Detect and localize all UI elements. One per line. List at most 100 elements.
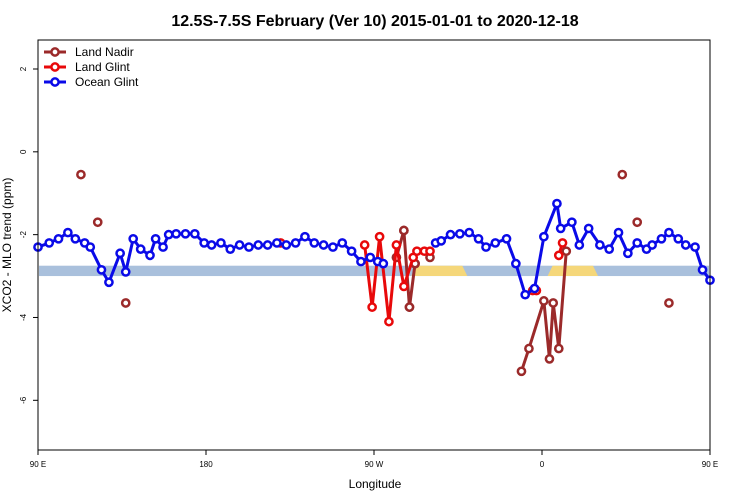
data-point bbox=[281, 240, 292, 250]
data-point bbox=[367, 302, 377, 312]
legend-item: Land Glint bbox=[44, 60, 130, 74]
band-highlight bbox=[547, 265, 598, 277]
plot-series bbox=[33, 169, 715, 377]
data-point bbox=[234, 240, 245, 250]
data-point bbox=[553, 343, 564, 354]
x-axis-label: Longitude bbox=[349, 477, 402, 491]
data-point bbox=[318, 240, 329, 250]
data-point bbox=[464, 227, 475, 238]
data-point bbox=[555, 223, 566, 234]
data-point bbox=[404, 302, 415, 312]
data-point bbox=[53, 233, 64, 244]
data-point bbox=[697, 264, 708, 275]
data-point bbox=[574, 240, 585, 250]
x-tick-label: 90 E bbox=[30, 460, 46, 469]
data-point bbox=[225, 244, 236, 254]
data-point bbox=[664, 227, 674, 238]
data-point bbox=[445, 229, 456, 240]
data-point bbox=[374, 231, 385, 242]
data-point bbox=[163, 229, 174, 240]
data-point bbox=[365, 252, 376, 263]
data-point bbox=[673, 233, 684, 244]
y-axis-label: XCO2 - MLO trend (ppm) bbox=[0, 178, 14, 313]
data-point bbox=[189, 228, 200, 239]
y-tick-label: -4 bbox=[19, 313, 28, 321]
band-highlight bbox=[411, 265, 468, 277]
data-point bbox=[104, 277, 114, 288]
x-axis-ticks: 90 E 180 90 W 0 90 E bbox=[30, 450, 718, 469]
data-point bbox=[92, 217, 103, 228]
y-tick-label: -6 bbox=[19, 396, 28, 404]
y-tick-label: -2 bbox=[19, 231, 28, 239]
data-point bbox=[524, 343, 534, 354]
reference-band bbox=[39, 265, 709, 277]
data-point bbox=[120, 298, 131, 308]
data-point bbox=[632, 217, 643, 228]
data-point bbox=[455, 228, 465, 239]
legend-marker bbox=[50, 47, 60, 57]
legend-item: Land Nadir bbox=[44, 45, 134, 59]
data-point bbox=[135, 244, 146, 254]
data-point bbox=[158, 242, 168, 252]
data-point bbox=[425, 246, 435, 257]
legend-marker bbox=[50, 77, 60, 87]
legend-label: Land Glint bbox=[75, 60, 130, 74]
x-tick-label: 0 bbox=[540, 460, 545, 469]
data-point bbox=[391, 240, 402, 250]
data-point bbox=[171, 228, 181, 239]
legend-item: Ocean Glint bbox=[44, 75, 139, 89]
x-tick-label: 90 W bbox=[365, 460, 384, 469]
data-point bbox=[604, 244, 615, 254]
data-point bbox=[356, 256, 366, 267]
data-point bbox=[399, 225, 409, 236]
data-point bbox=[520, 289, 531, 300]
legend-label: Land Nadir bbox=[75, 45, 134, 59]
data-point bbox=[145, 250, 155, 261]
data-point bbox=[272, 238, 282, 248]
data-point bbox=[595, 240, 605, 250]
data-point bbox=[206, 240, 217, 250]
data-point bbox=[557, 238, 568, 248]
data-point bbox=[44, 238, 55, 248]
data-point bbox=[544, 354, 555, 364]
data-point bbox=[511, 258, 521, 269]
data-point bbox=[399, 281, 409, 292]
data-point bbox=[617, 169, 628, 180]
data-point bbox=[384, 316, 394, 327]
series-ocean-glint bbox=[33, 198, 715, 300]
data-point bbox=[359, 240, 370, 250]
data-point bbox=[180, 228, 191, 239]
data-point bbox=[436, 236, 447, 246]
data-point bbox=[309, 238, 320, 248]
data-point bbox=[378, 258, 389, 269]
data-point bbox=[473, 233, 484, 244]
x-tick-label: 90 E bbox=[702, 460, 718, 469]
y-axis-ticks: 2 0 -2 -4 -6 bbox=[19, 66, 38, 404]
data-point bbox=[290, 238, 301, 248]
data-point bbox=[529, 283, 540, 294]
data-point bbox=[150, 233, 161, 244]
data-point bbox=[490, 238, 501, 248]
data-point bbox=[253, 240, 264, 250]
data-point bbox=[244, 242, 254, 252]
data-point bbox=[613, 227, 624, 238]
legend-marker bbox=[50, 62, 60, 72]
legend-label: Ocean Glint bbox=[75, 75, 139, 89]
data-point bbox=[96, 264, 107, 275]
band-rect bbox=[39, 265, 709, 277]
data-point bbox=[539, 231, 549, 242]
data-point bbox=[328, 242, 338, 252]
data-point bbox=[216, 238, 226, 248]
data-point bbox=[501, 233, 512, 244]
data-point bbox=[632, 238, 643, 248]
data-point bbox=[647, 240, 657, 250]
data-point bbox=[300, 231, 310, 242]
data-point bbox=[553, 250, 564, 261]
data-point bbox=[552, 198, 562, 209]
series-land-glint bbox=[275, 231, 568, 327]
data-point bbox=[516, 366, 527, 377]
data-point bbox=[548, 298, 559, 308]
data-point bbox=[128, 233, 139, 244]
